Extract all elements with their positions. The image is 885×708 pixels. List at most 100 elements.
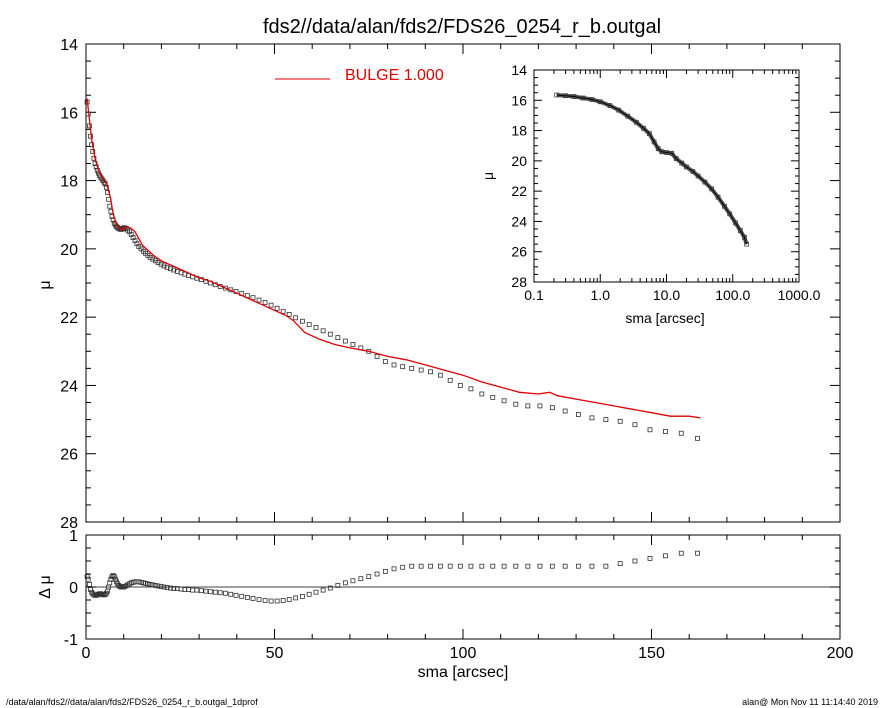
data-point	[617, 418, 623, 424]
residual-y-tick-label: 0	[69, 580, 78, 597]
inset-data-point	[589, 97, 595, 102]
residual-point	[342, 580, 348, 586]
residual-point	[158, 584, 164, 589]
residual-point	[286, 597, 292, 602]
residual-point	[111, 574, 117, 579]
residual-point	[678, 550, 684, 556]
residual-y-tick-label: -1	[64, 632, 78, 649]
inset-data-point	[722, 203, 727, 209]
data-point	[313, 324, 319, 330]
data-point	[562, 408, 568, 414]
data-point	[256, 297, 262, 303]
data-point	[479, 391, 485, 397]
main-plot-frame	[85, 43, 841, 523]
inset-data-point	[702, 179, 708, 185]
residual-point	[468, 563, 474, 569]
data-point	[695, 435, 700, 441]
residual-point	[147, 582, 153, 587]
residual-point	[299, 593, 305, 599]
data-point	[391, 362, 397, 368]
data-point	[468, 386, 474, 392]
data-point	[164, 264, 170, 270]
residual-y-tick-label: 1	[69, 528, 78, 545]
main-panel: 14 16 18 20 22 24 26 28 μ BULGE 1.000	[37, 37, 841, 532]
data-point	[223, 285, 228, 291]
inset-data-point	[715, 194, 721, 200]
residual-point	[418, 563, 424, 569]
residual-x-tick-labels: 0 50 100 150 200	[82, 645, 854, 662]
residual-point	[88, 587, 93, 592]
residual-point	[85, 576, 91, 582]
residual-point	[382, 569, 388, 574]
inset-data-point	[607, 103, 613, 108]
inset-profile-line	[556, 94, 748, 245]
data-point	[501, 398, 507, 404]
data-point	[299, 318, 305, 324]
residual-y-axis-label: Δ μ	[37, 575, 54, 598]
residual-point	[695, 550, 700, 556]
residual-point	[313, 589, 319, 595]
residual-point	[549, 563, 555, 569]
data-point	[490, 394, 496, 400]
inset-data-point	[554, 92, 560, 98]
x-tick-label: 50	[266, 645, 284, 662]
inset-data-point	[744, 241, 749, 247]
residual-point	[161, 584, 167, 590]
residual-point	[647, 556, 653, 561]
data-point	[525, 403, 531, 409]
residual-point	[84, 574, 90, 579]
data-point	[589, 415, 595, 421]
data-point	[306, 322, 312, 328]
residual-point	[280, 598, 286, 603]
data-point	[632, 422, 638, 428]
inset-data-point	[659, 149, 665, 155]
bulge-model-line	[86, 98, 701, 419]
residual-point	[262, 598, 268, 603]
data-point	[513, 401, 519, 407]
residual-point	[164, 585, 170, 590]
residual-ticks	[85, 534, 841, 640]
legend-label: BULGE 1.000	[345, 67, 444, 84]
residual-point	[350, 578, 356, 584]
residual-point	[575, 563, 581, 569]
inset-data-point	[597, 99, 603, 105]
residual-point	[525, 563, 531, 569]
data-point	[103, 184, 109, 190]
residual-panel: -101 0 50 100 150 200 Δ μ sma [arcsec]	[37, 528, 853, 681]
inset-x-tick-label: 100.0	[715, 287, 750, 303]
residual-point	[168, 585, 173, 591]
data-point	[418, 367, 424, 373]
data-point	[293, 315, 299, 321]
residual-point	[212, 589, 218, 595]
data-point	[327, 331, 333, 337]
data-point	[678, 430, 684, 436]
inset-data-point	[695, 173, 701, 179]
data-point	[161, 263, 167, 269]
inset-data-point	[669, 150, 675, 156]
main-y-tick-label: 20	[60, 242, 78, 259]
residual-point	[152, 583, 158, 588]
residual-point	[537, 563, 543, 569]
inset-y-tick-label: 28	[511, 274, 527, 290]
residual-point	[293, 595, 299, 601]
residual-point	[250, 596, 256, 601]
residual-point	[437, 563, 443, 569]
residual-point	[268, 598, 274, 604]
main-y-tick-label: 28	[60, 515, 78, 532]
inset-y-tick-label: 14	[511, 62, 527, 78]
residual-point	[113, 576, 118, 582]
inset-panel: 14 16 18 20 22 24 26 28 0.1 1.0 10.0 100.0 1000.0 μ…	[480, 62, 821, 326]
data-point	[262, 300, 268, 305]
data-point	[90, 149, 96, 154]
data-point	[374, 354, 380, 359]
residual-point	[335, 583, 341, 588]
data-point	[91, 155, 97, 161]
main-y-axis-label: μ	[37, 280, 54, 289]
residual-point	[513, 563, 519, 569]
data-point	[320, 328, 326, 334]
inset-data-point	[651, 139, 657, 145]
inset-data-point	[580, 95, 586, 101]
main-y-tick-label: 18	[60, 174, 78, 191]
residual-point	[256, 597, 262, 602]
